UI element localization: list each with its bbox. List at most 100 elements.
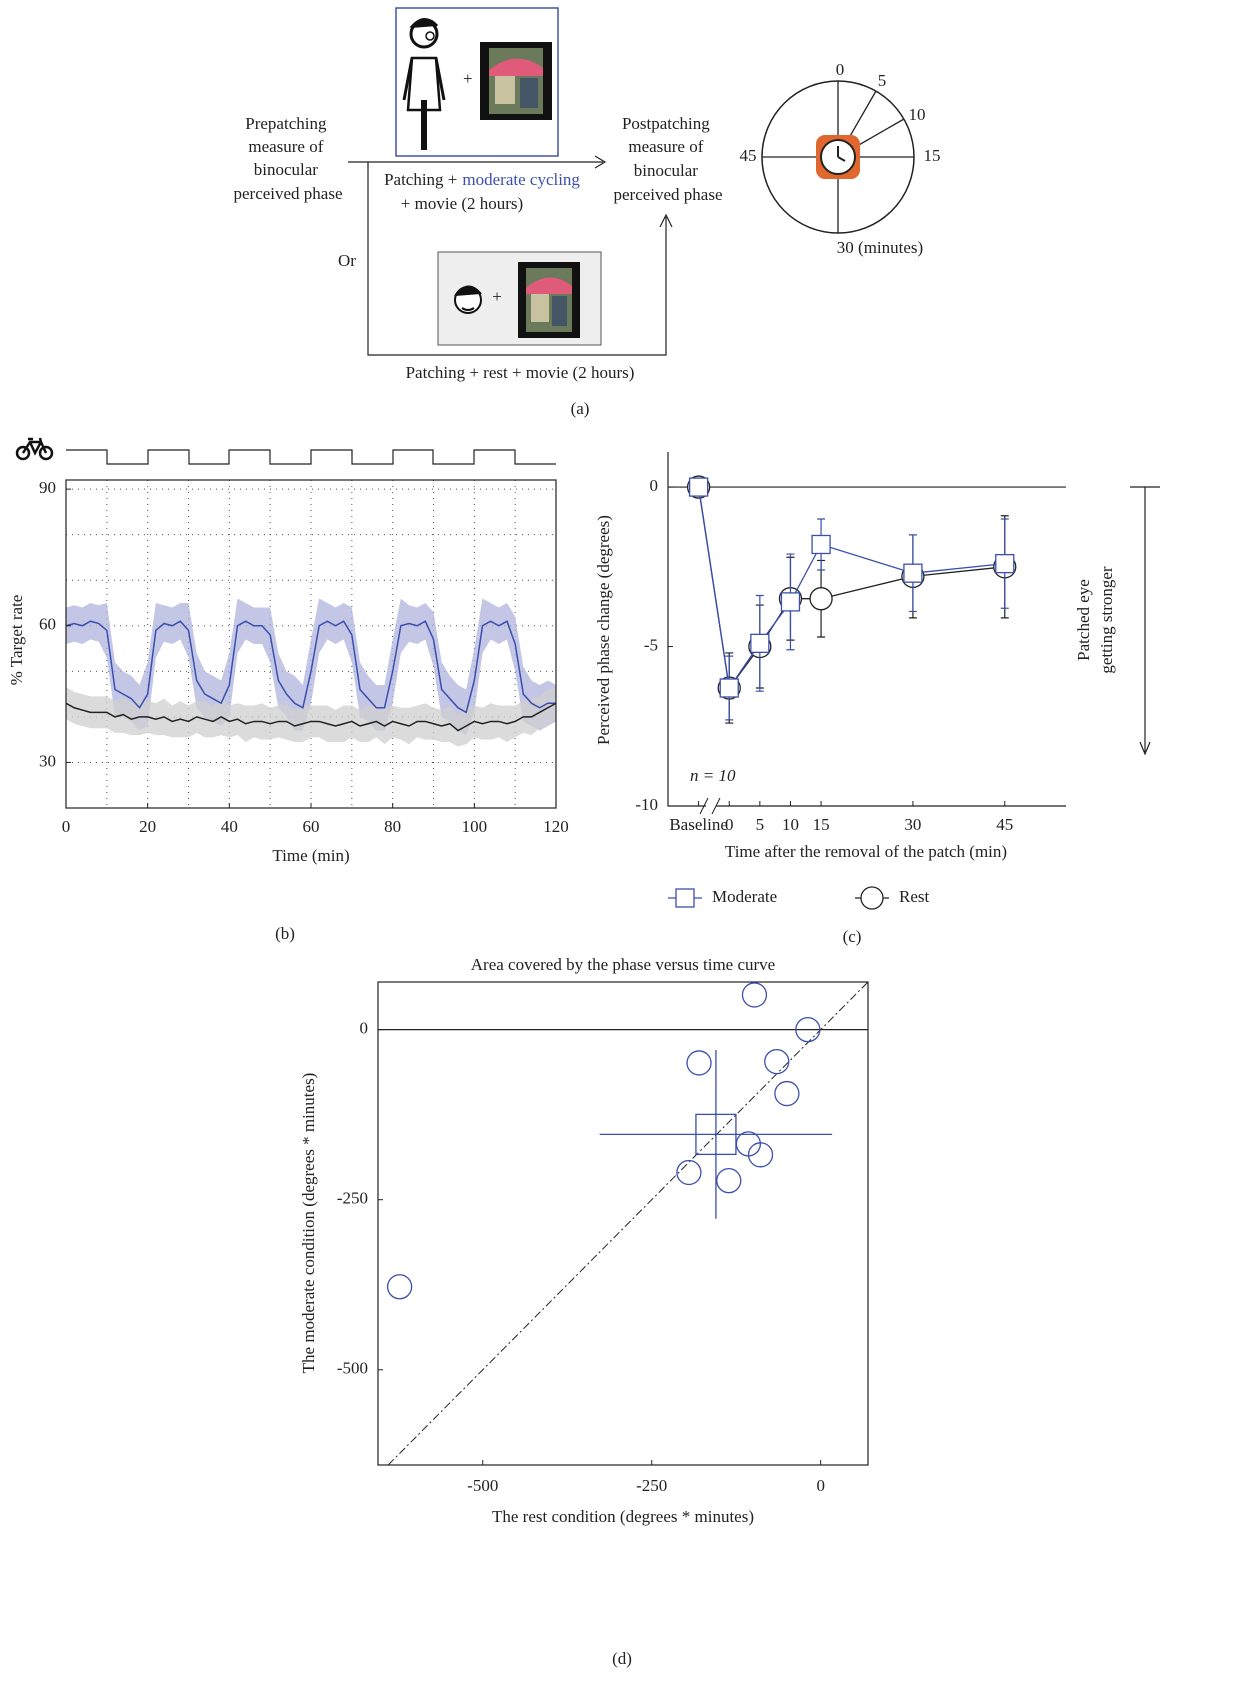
- x-tick-label: 45: [996, 815, 1013, 834]
- point: [795, 1016, 821, 1043]
- arrow: [348, 155, 607, 169]
- cyclist-icon: [402, 18, 446, 150]
- x-tick-label: 100: [462, 817, 488, 836]
- panel-label: (b): [275, 924, 295, 943]
- axes: [667, 452, 1066, 807]
- diagram: + Prepatching measure of binocular perce…: [233, 7, 941, 418]
- rest-label: Patching + rest + movie (2 hours): [406, 363, 635, 382]
- film-icon: [518, 262, 580, 338]
- clock-label: 45: [740, 146, 757, 165]
- cycling-schedule: [15, 437, 556, 465]
- clock-label: 10: [909, 105, 926, 124]
- y-tick-label: -250: [337, 1189, 368, 1208]
- y-tick-label: -5: [644, 635, 658, 654]
- post-label: Postpatching measure of binocular percei…: [613, 114, 722, 204]
- y-tick-label: 90: [39, 478, 56, 497]
- marker: [811, 534, 831, 555]
- x-axis-label: The rest condition (degrees * minutes): [492, 1507, 754, 1526]
- x-tick-label: 5: [756, 815, 765, 834]
- clock: [761, 80, 915, 234]
- x-axis-label: Time after the removal of the patch (min…: [725, 842, 1007, 861]
- post-label-line: Postpatching: [622, 114, 710, 133]
- pre-label-line: Prepatching: [245, 114, 327, 133]
- marker: [903, 563, 923, 583]
- marker: [719, 678, 739, 698]
- y-axis-label: Perceived phase change (degrees): [594, 515, 613, 745]
- x-tick-label: 0: [62, 817, 71, 836]
- clock-label: 15: [924, 146, 941, 165]
- clock-label: 30 (minutes): [837, 238, 923, 257]
- x-tick-label: 0: [725, 815, 734, 834]
- side-arrow: [1130, 486, 1160, 756]
- pre-label: Prepatching measure of binocular perceiv…: [233, 114, 342, 203]
- line: [697, 486, 1005, 690]
- marker: [750, 633, 770, 654]
- point: [386, 1274, 413, 1300]
- y-axis-label: The moderate condition (degrees * minute…: [299, 1073, 318, 1374]
- x-tick-label: 0: [816, 1476, 825, 1495]
- post-label-line: perceived phase: [613, 185, 722, 204]
- chart-title: Area covered by the phase versus time cu…: [471, 955, 775, 974]
- pre-label-line: perceived phase: [233, 184, 342, 203]
- legend-marker: [675, 888, 695, 908]
- side-note: getting stronger: [1097, 566, 1116, 674]
- y-axis-label: % Target rate: [7, 595, 26, 686]
- cycling-label-part: moderate cycling: [462, 170, 580, 189]
- point: [686, 1050, 712, 1076]
- post-label-line: binocular: [634, 161, 699, 180]
- pre-label-line: binocular: [254, 160, 319, 179]
- cycling-label: + movie (2 hours): [401, 194, 523, 213]
- line: [65, 620, 556, 714]
- y-tick-label: 0: [650, 476, 659, 495]
- point: [676, 1159, 702, 1186]
- panel-label: (a): [571, 399, 590, 418]
- axis-break: [706, 798, 716, 814]
- cycling-label: Patching + moderate cycling: [384, 170, 580, 189]
- plus: +: [492, 287, 502, 306]
- x-tick-label: 10: [782, 815, 799, 834]
- legend-marker: [860, 886, 884, 910]
- clock-label: 0: [836, 60, 845, 79]
- post-label-line: measure of: [628, 137, 703, 156]
- axes-box: [377, 981, 869, 1466]
- x-tick-label: 120: [543, 817, 569, 836]
- side-note: Patched eye: [1074, 579, 1093, 661]
- point: [747, 1142, 774, 1168]
- cycling-label-part: Patching +: [384, 170, 457, 189]
- x-tick-label: 60: [303, 817, 320, 836]
- clock-label: 5: [878, 71, 887, 90]
- identity-line: [387, 981, 869, 1466]
- mean-marker: [695, 1113, 737, 1156]
- axis-break: [699, 797, 721, 815]
- panel-label: (d): [612, 1649, 632, 1668]
- marker: [688, 477, 709, 497]
- point: [774, 1080, 800, 1107]
- y-tick-label: 30: [39, 751, 56, 770]
- panel-label: (c): [843, 927, 862, 946]
- x-tick-label: 30: [904, 815, 921, 834]
- y-tick-label: 0: [360, 1019, 369, 1038]
- annotation: n = 10: [690, 766, 736, 785]
- legend-label: Rest: [899, 887, 930, 906]
- x-tick-label: -500: [467, 1476, 498, 1495]
- face-icon: [454, 285, 482, 314]
- line: [697, 486, 1005, 690]
- x-tick-label: 15: [813, 815, 830, 834]
- marker: [780, 592, 801, 612]
- y-tick-label: 60: [39, 615, 56, 634]
- y-tick-label: -500: [337, 1359, 368, 1378]
- point: [741, 982, 768, 1008]
- x-tick-label: 40: [221, 817, 238, 836]
- point: [764, 1048, 790, 1075]
- band: [66, 687, 556, 747]
- x-tick-label: Baseline: [669, 815, 728, 834]
- y-tick-label: -10: [635, 795, 658, 814]
- x-tick-label: 20: [139, 817, 156, 836]
- x-axis-label: Time (min): [272, 846, 349, 865]
- x-tick-label: -250: [636, 1476, 667, 1495]
- marker: [995, 553, 1015, 574]
- marker: [809, 587, 833, 611]
- arrow: [367, 162, 673, 356]
